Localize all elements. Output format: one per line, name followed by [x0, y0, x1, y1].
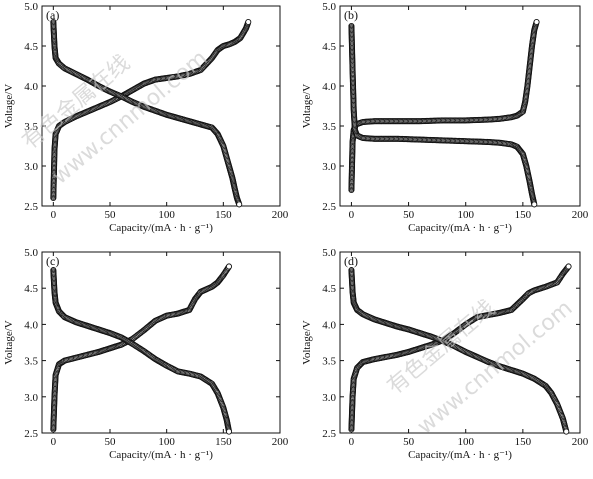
y-tick-label: 4.0 [322, 81, 336, 93]
y-tick-label: 3.0 [24, 161, 38, 173]
data-point [531, 201, 538, 208]
y-tick-label: 2.5 [24, 201, 38, 213]
plot-frame [41, 5, 281, 207]
panel-label: (d) [344, 254, 358, 268]
x-tick-label: 100 [457, 436, 474, 448]
y-axis-label: Voltage/V [3, 320, 15, 364]
y-tick-label: 3.5 [24, 121, 38, 133]
y-axis-label: Voltage/V [301, 320, 313, 364]
y-tick-label: 5.0 [322, 247, 336, 259]
x-axis-label: Capacity/(mA · h · g⁻¹) [109, 449, 213, 461]
y-tick-label: 4.5 [322, 41, 336, 53]
x-tick-label: 200 [572, 209, 589, 221]
y-tick-label: 2.5 [322, 201, 336, 213]
x-tick-label: 100 [158, 209, 175, 221]
plot-frame [339, 5, 581, 207]
x-tick-label: 150 [215, 209, 232, 221]
data-point [563, 428, 570, 435]
x-tick-label: 0 [51, 209, 57, 221]
x-tick-label: 100 [158, 436, 175, 448]
y-tick-label: 5.0 [322, 1, 336, 13]
y-tick-label: 3.0 [322, 392, 336, 404]
chart-panel: 0 50 100 150 200 2.5 3.0 3.5 4.0 4.5 5.0 (a) Capacit… [3, 1, 289, 234]
x-tick-label: 50 [105, 436, 117, 448]
y-tick-label: 3.5 [24, 356, 38, 368]
data-series [348, 263, 572, 433]
y-tick-label: 4.5 [24, 41, 38, 53]
x-axis-label: Capacity/(mA · h · g⁻¹) [408, 222, 512, 234]
data-point [225, 428, 233, 435]
y-tick-label: 4.0 [322, 319, 336, 331]
data-point [245, 18, 252, 26]
data-series [50, 267, 233, 435]
panel-label: (a) [46, 8, 59, 22]
y-tick-label: 5.0 [24, 247, 38, 259]
x-axis-label: Capacity/(mA · h · g⁻¹) [109, 222, 213, 234]
x-tick-label: 50 [105, 209, 117, 221]
x-tick-label: 150 [215, 436, 232, 448]
y-tick-label: 3.0 [24, 392, 38, 404]
plot-frame [339, 251, 581, 434]
chart-panel: 0 50 100 150 200 2.5 3.0 3.5 4.0 4.5 5.0 (d) Capacit… [301, 247, 589, 461]
y-tick-label: 5.0 [24, 1, 38, 13]
data-point [565, 263, 572, 270]
y-tick-label: 4.0 [24, 81, 38, 93]
data-point [225, 263, 233, 270]
data-point [533, 18, 540, 26]
y-tick-label: 3.0 [322, 161, 336, 173]
x-axis-label: Capacity/(mA · h · g⁻¹) [408, 449, 512, 461]
panel-label: (b) [344, 8, 358, 22]
y-tick-label: 2.5 [24, 428, 38, 440]
chart-panel: 0 50 100 150 200 2.5 3.0 3.5 4.0 4.5 5.0 (b) Capacit… [301, 1, 589, 234]
x-tick-label: 0 [51, 436, 57, 448]
data-series [50, 18, 252, 202]
x-tick-label: 200 [572, 436, 589, 448]
x-tick-label: 50 [403, 436, 415, 448]
data-series [348, 22, 538, 208]
x-tick-label: 150 [515, 209, 532, 221]
data-series [50, 18, 243, 208]
data-series [348, 267, 570, 435]
x-tick-label: 100 [457, 209, 474, 221]
x-tick-label: 200 [272, 209, 289, 221]
x-tick-label: 0 [349, 436, 355, 448]
data-point [236, 201, 243, 208]
y-tick-label: 2.5 [322, 428, 336, 440]
y-tick-label: 4.0 [24, 319, 38, 331]
x-tick-label: 0 [349, 209, 355, 221]
y-tick-label: 3.5 [322, 121, 336, 133]
panel-label: (c) [46, 254, 59, 268]
chart-panels: 0 50 100 150 200 2.5 3.0 3.5 4.0 4.5 5.0 (a) Capacit… [3, 1, 589, 461]
data-series [348, 18, 540, 194]
x-tick-label: 150 [515, 436, 532, 448]
data-series [50, 263, 233, 433]
x-tick-label: 50 [403, 209, 415, 221]
chart-panel: 0 50 100 150 200 2.5 3.0 3.5 4.0 4.5 5.0 (c) Capacit… [3, 247, 289, 461]
y-tick-label: 3.5 [322, 356, 336, 368]
x-tick-label: 200 [272, 436, 289, 448]
y-tick-label: 4.5 [322, 283, 336, 295]
plot-frame [41, 251, 281, 434]
y-axis-label: Voltage/V [301, 84, 313, 128]
y-tick-label: 4.5 [24, 283, 38, 295]
y-axis-label: Voltage/V [3, 84, 15, 128]
